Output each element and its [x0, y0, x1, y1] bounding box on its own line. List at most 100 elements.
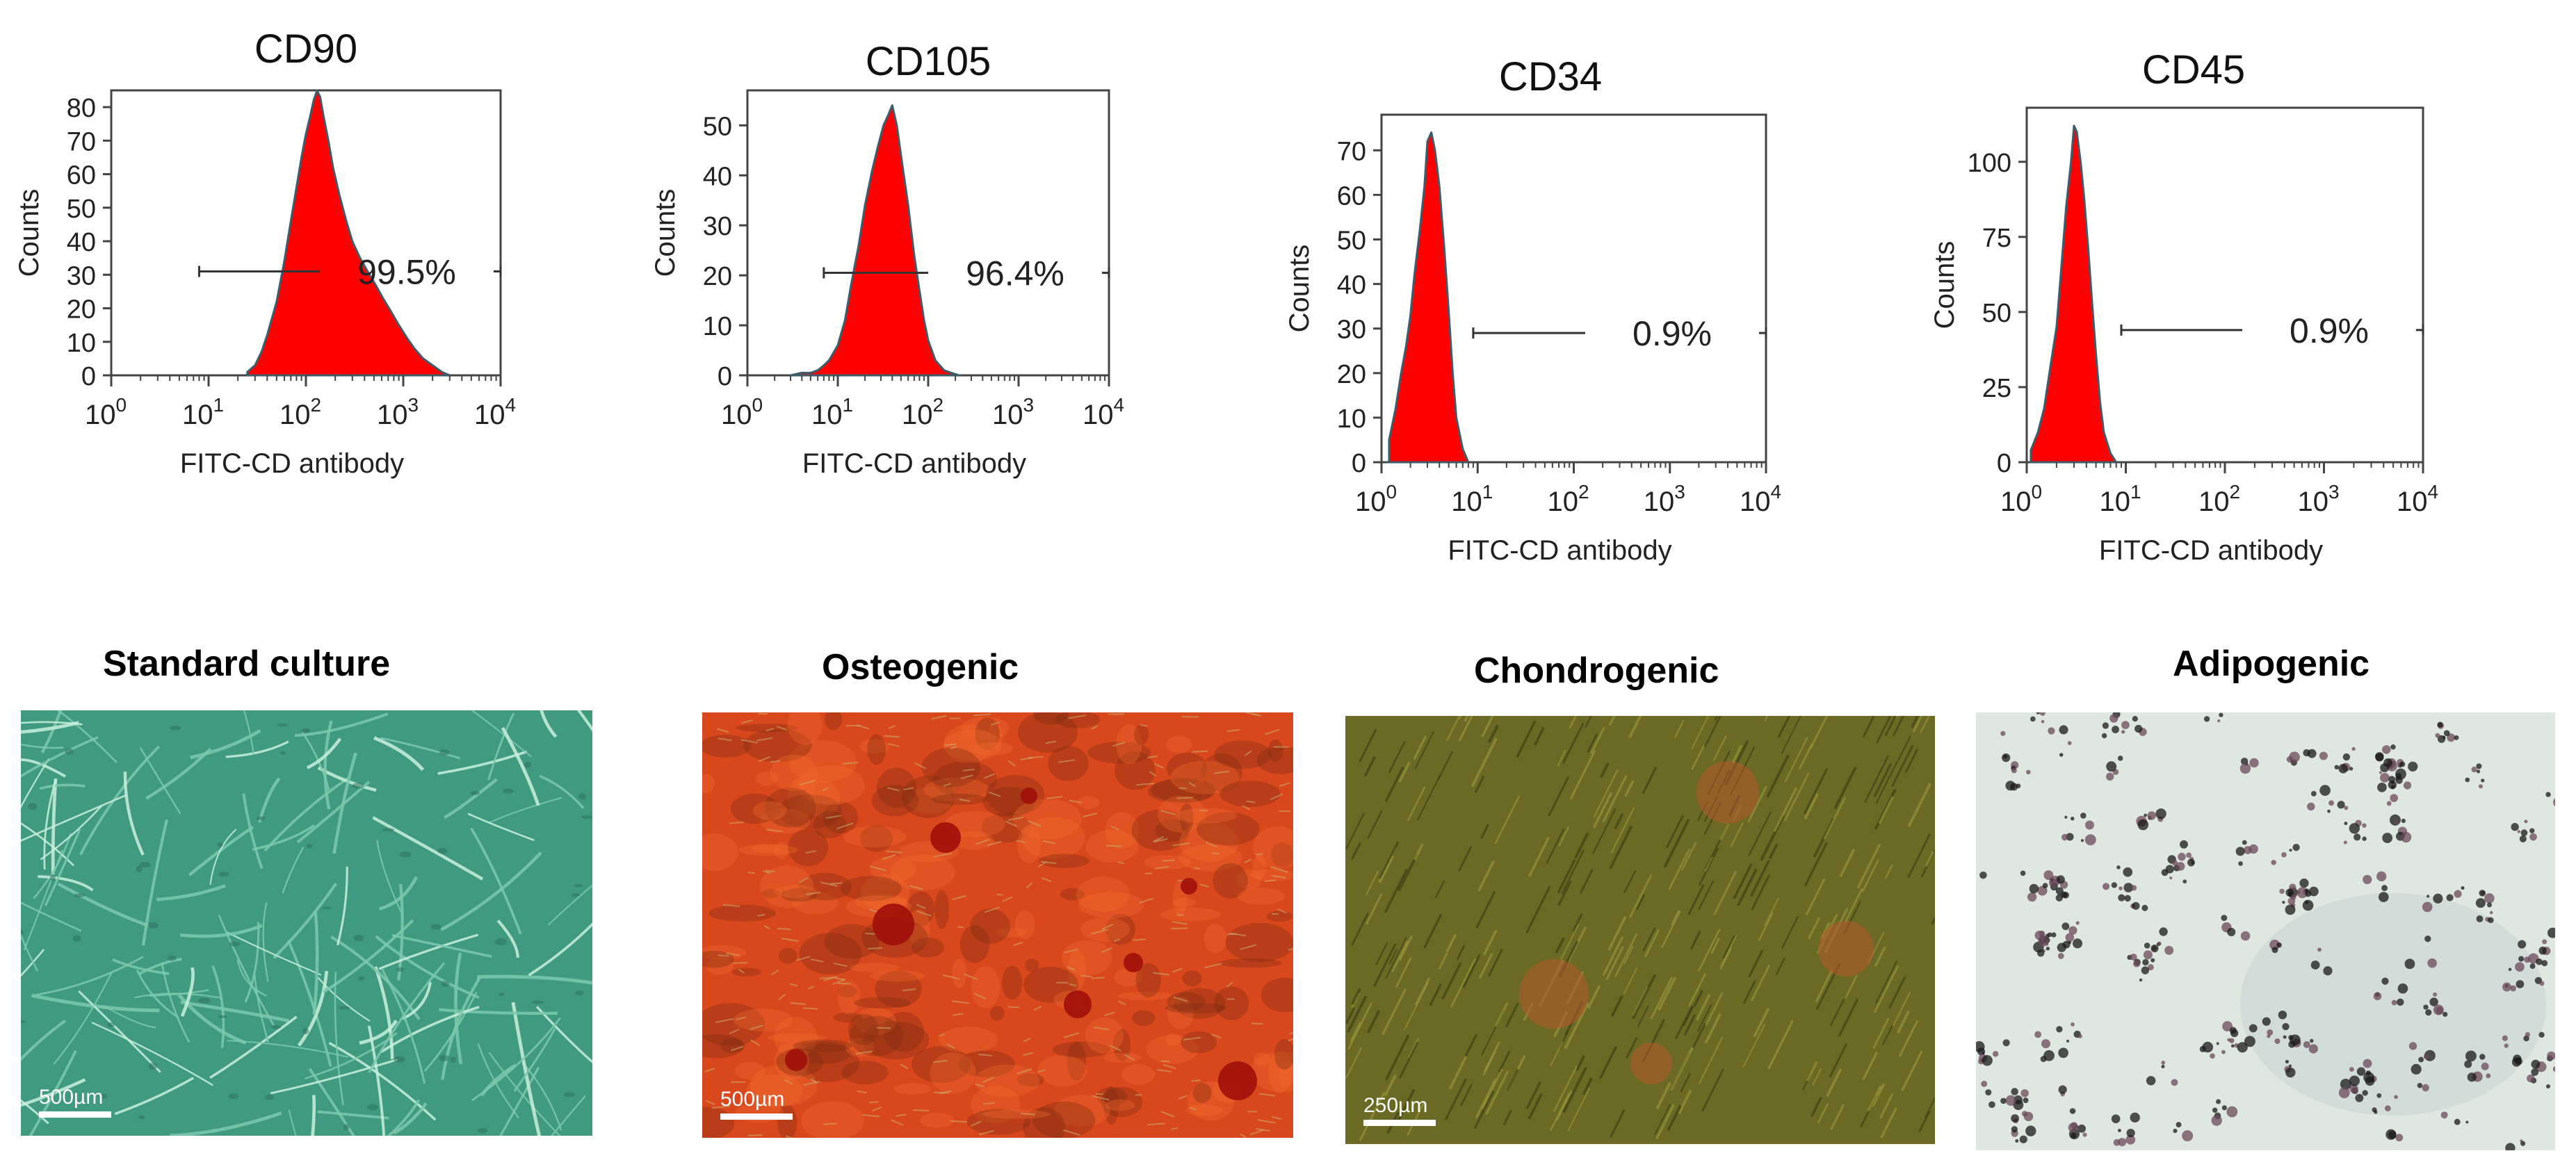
cell-streak: [1892, 716, 1905, 737]
cell-fibre: [1033, 1006, 1042, 1011]
x-tick-base: 10: [1083, 400, 1114, 430]
cell-fibre: [888, 743, 900, 747]
cell-streak: [1395, 956, 1412, 988]
cell-fibre: [950, 746, 957, 749]
cell-streak: [1658, 977, 1677, 1011]
cell-streak: [1505, 1002, 1519, 1027]
cell-nucleus: [439, 749, 450, 756]
micrograph-chondrogenic: 250µm: [1345, 716, 1935, 1144]
cell-streak: [1813, 817, 1835, 858]
lipid-droplet: [2552, 1066, 2555, 1072]
cell-fibre: [1118, 861, 1125, 865]
lipid-droplet: [2390, 780, 2395, 784]
cell-streak: [1751, 874, 1771, 911]
stain-patch: [943, 729, 1002, 761]
cell-streak: [1654, 1103, 1671, 1136]
x-tick-base: 10: [1547, 487, 1578, 517]
cell-shape: [294, 712, 389, 737]
cell-nucleus: [358, 976, 364, 981]
cell-shape: [145, 747, 212, 800]
lipid-droplet: [2059, 753, 2064, 757]
cell-fibre: [757, 913, 765, 917]
cell-streak: [1575, 1055, 1586, 1071]
lipid-droplet: [2041, 1039, 2051, 1049]
cell-fibre: [950, 1120, 967, 1123]
cell-shape: [317, 977, 371, 1022]
stain-patch: [1266, 911, 1293, 922]
cell-streak: [1698, 847, 1719, 886]
cell-streak: [1829, 999, 1845, 1027]
stain-patch: [702, 1003, 765, 1046]
cell-streak: [1817, 1103, 1829, 1124]
cell-streak: [1429, 983, 1443, 1006]
stain-patch: [735, 724, 797, 733]
lipid-droplet: [2288, 1064, 2292, 1068]
cell-streak: [1878, 796, 1894, 824]
cell-streak: [1475, 1078, 1497, 1119]
lipid-droplet: [2307, 802, 2315, 811]
cell-streak: [1525, 886, 1551, 934]
lipid-droplet: [2080, 839, 2084, 842]
scale-bar-label: 500µm: [720, 1088, 785, 1111]
cell-streak: [1406, 1102, 1425, 1136]
cell-streak: [1864, 755, 1889, 803]
lipid-droplet: [2478, 784, 2483, 789]
stain-patch: [1214, 740, 1272, 769]
lipid-droplet: [2538, 946, 2547, 955]
lipid-droplet: [2303, 749, 2310, 757]
lipid-droplet: [2082, 1132, 2087, 1137]
stain-patch: [787, 776, 817, 819]
lipid-droplet: [2055, 894, 2064, 902]
lipid-droplet: [2342, 753, 2351, 761]
stain-patch: [1062, 940, 1112, 976]
stain-patch: [1166, 735, 1192, 753]
lipid-droplet: [2116, 865, 2121, 870]
cell-shape: [79, 745, 161, 856]
lipid-droplet: [2271, 947, 2278, 954]
stained-area: [1519, 959, 1589, 1029]
lipid-droplet: [2338, 764, 2348, 774]
cell-fibre: [931, 715, 947, 720]
lipid-droplet: [2310, 960, 2320, 970]
cell-streak: [1879, 1093, 1894, 1119]
lipid-droplet: [2130, 953, 2137, 961]
lipid-droplet: [2240, 931, 2251, 941]
lipid-droplet: [2176, 1122, 2182, 1128]
lipid-droplet: [2226, 1106, 2238, 1118]
cell-streak: [1391, 940, 1409, 972]
cell-fibre: [1246, 712, 1261, 717]
micrograph-adipogenic: [1976, 712, 2555, 1150]
cell-streak: [1719, 947, 1732, 970]
lipid-droplet: [2479, 890, 2486, 897]
cell-fibre: [1069, 983, 1077, 986]
lipid-droplet: [2504, 1043, 2509, 1048]
lipid-droplet: [2518, 956, 2525, 962]
y-axis-label: Counts: [1929, 241, 1960, 329]
lipid-droplet: [2388, 780, 2397, 790]
cell-streak: [1365, 893, 1383, 925]
cell-fibre: [1139, 897, 1154, 904]
x-tick-label: 101: [2099, 481, 2141, 517]
stain-patch: [952, 958, 967, 989]
lipid-droplet: [2056, 1026, 2063, 1033]
cell-streak: [1407, 785, 1426, 822]
lipid-droplet: [2058, 1085, 2067, 1094]
x-tick-exponent: 3: [1674, 481, 1685, 503]
cell-streak: [1398, 935, 1413, 961]
lipid-droplet: [2023, 1111, 2034, 1122]
lipid-droplet: [2289, 751, 2300, 763]
lipid-droplet: [2030, 716, 2036, 722]
stain-patch: [1017, 712, 1078, 753]
stain-patch: [1146, 1035, 1199, 1064]
cell-fibre: [1067, 966, 1075, 971]
lipid-droplet: [2338, 1087, 2350, 1099]
cell-shape: [21, 721, 83, 726]
cell-streak: [1880, 1107, 1897, 1139]
cell-fibre: [1270, 793, 1283, 801]
lipid-droplet: [2467, 1072, 2477, 1082]
cell-streak: [1839, 849, 1856, 877]
lipid-droplet: [2037, 886, 2048, 896]
x-tick-label: 104: [1083, 394, 1124, 430]
mineral-nodule: [785, 1049, 807, 1071]
